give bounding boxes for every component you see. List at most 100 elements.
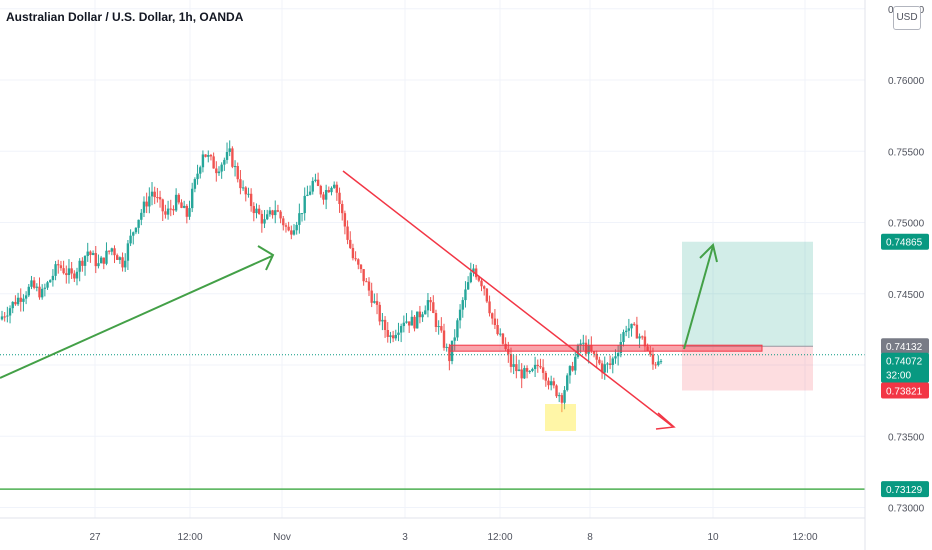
- time-axis: 27 12:00 Nov 3 12:00 8 10 12:00: [0, 517, 865, 543]
- candle-body: [290, 230, 293, 235]
- candle: [421, 311, 424, 322]
- candle: [306, 185, 309, 197]
- candle-body: [582, 342, 585, 344]
- candle-body: [491, 313, 494, 319]
- candle: [51, 269, 55, 287]
- candle-body: [180, 202, 183, 208]
- price-label-bg: [881, 233, 929, 250]
- candle: [314, 173, 317, 183]
- candle: [255, 203, 258, 219]
- candle: [365, 278, 368, 283]
- candle: [531, 367, 534, 373]
- candle-body: [73, 273, 76, 279]
- candle: [70, 261, 73, 280]
- candle: [536, 359, 539, 373]
- candle-body: [367, 281, 371, 291]
- candle: [16, 292, 20, 307]
- candle: [432, 295, 435, 314]
- target-arrow: [683, 245, 714, 350]
- candle-body: [0, 316, 4, 320]
- price-label: 0.74072 32:00: [881, 352, 929, 383]
- candle: [174, 188, 178, 212]
- candle-body: [547, 380, 550, 386]
- candle: [252, 202, 256, 222]
- candle: [220, 162, 223, 179]
- candle: [445, 343, 448, 352]
- candle-body: [24, 295, 28, 299]
- downtrend-arrowhead: [655, 412, 676, 430]
- candle: [501, 332, 505, 346]
- candle-body: [584, 342, 588, 354]
- candle: [99, 255, 103, 264]
- candle-body: [587, 345, 590, 354]
- candle-body: [458, 309, 462, 321]
- candle-body: [560, 395, 564, 403]
- candle-body: [212, 156, 215, 169]
- candle: [113, 245, 116, 264]
- candle: [8, 305, 12, 324]
- candle-body: [107, 250, 111, 252]
- candle: [456, 318, 459, 341]
- candle: [215, 161, 218, 182]
- candle: [373, 293, 376, 304]
- candle-body: [217, 171, 221, 174]
- candle: [105, 242, 108, 266]
- candle: [394, 329, 397, 341]
- candle-body: [129, 235, 132, 244]
- candle: [188, 200, 191, 220]
- candle: [276, 204, 280, 213]
- y-tick-label: 0.74500: [888, 290, 925, 301]
- candle: [375, 293, 379, 315]
- candle-body: [590, 345, 593, 352]
- candle: [190, 182, 194, 213]
- candle: [185, 204, 189, 224]
- candle-body: [266, 214, 269, 220]
- candle-body: [413, 316, 416, 329]
- candle: [461, 297, 464, 318]
- candle: [341, 200, 344, 221]
- candle-body: [148, 196, 151, 207]
- candle-body: [614, 356, 617, 359]
- candle: [43, 283, 47, 297]
- candle: [453, 329, 456, 351]
- x-tick-label: 8: [587, 532, 593, 543]
- candle: [466, 276, 470, 290]
- candle: [177, 193, 181, 205]
- candle: [303, 187, 306, 221]
- candle-body: [606, 363, 609, 365]
- candle-body: [78, 260, 81, 272]
- candle-body: [16, 297, 20, 305]
- candle-body: [233, 166, 237, 168]
- candle-body: [531, 368, 534, 372]
- candle: [533, 356, 537, 377]
- candle: [405, 313, 408, 324]
- candle-body: [327, 190, 331, 193]
- candle-body: [370, 290, 373, 303]
- candle: [654, 361, 657, 369]
- candle: [434, 309, 438, 333]
- candle: [407, 321, 411, 333]
- candle-body: [271, 210, 274, 216]
- candle-body: [19, 297, 22, 302]
- candle-body: [335, 184, 339, 193]
- candle-body: [40, 288, 44, 298]
- candle: [97, 254, 100, 269]
- candle: [257, 204, 261, 215]
- candle-body: [504, 343, 507, 349]
- candle-body: [207, 154, 210, 157]
- candle-body: [391, 335, 395, 339]
- candle: [552, 377, 556, 389]
- candle: [231, 146, 234, 169]
- candle: [284, 223, 288, 233]
- candle-body: [177, 194, 181, 203]
- currency-badge[interactable]: USD: [893, 6, 921, 30]
- candle-body: [528, 371, 531, 373]
- candle: [94, 245, 97, 274]
- candle-body: [525, 368, 529, 372]
- candle: [520, 363, 523, 389]
- candle: [448, 343, 451, 371]
- candle: [311, 177, 314, 195]
- candle: [416, 311, 419, 329]
- candle: [332, 181, 336, 189]
